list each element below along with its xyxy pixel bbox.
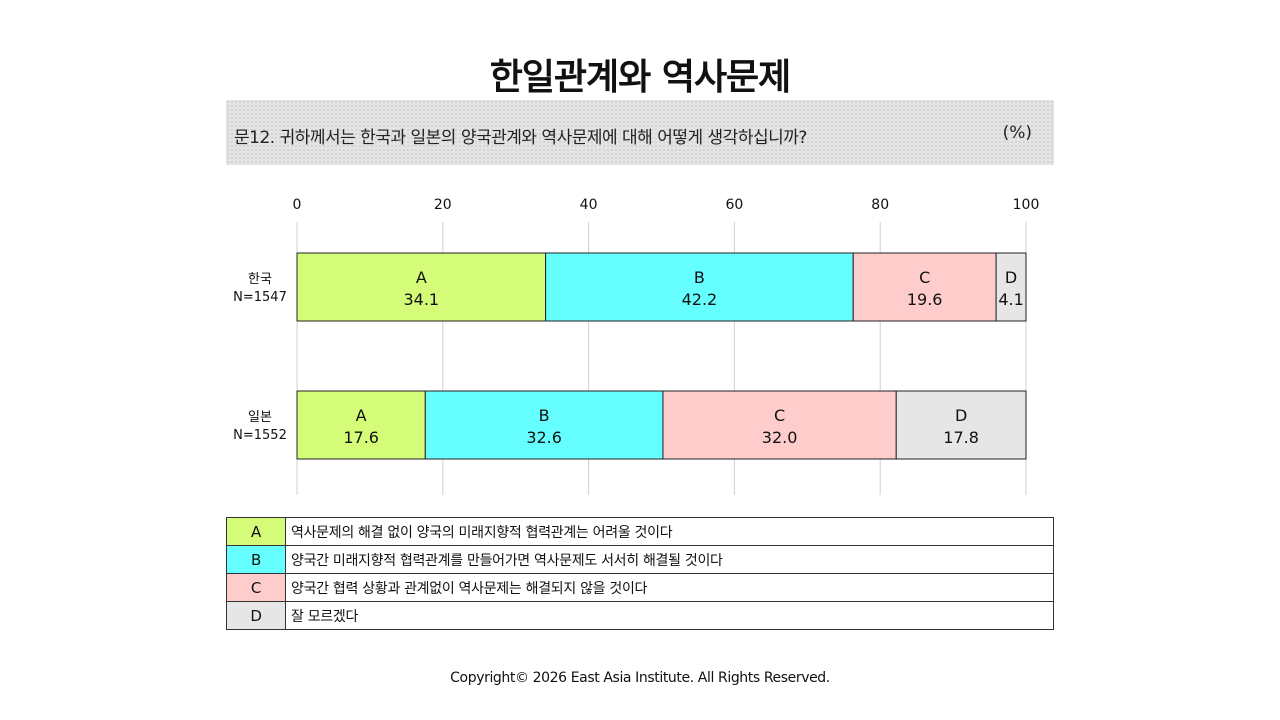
category-n-label: N=1552 — [233, 428, 287, 443]
category-label: 일본 — [248, 410, 272, 425]
segment-series-label: A — [416, 268, 427, 287]
x-tick-label: 40 — [580, 197, 598, 213]
segment-series-label: D — [1005, 268, 1017, 287]
bar-segment — [852, 252, 997, 322]
segment-value-label: 32.6 — [526, 428, 562, 447]
legend-text: 양국간 협력 상황과 관계없이 역사문제는 해결되지 않을 것이다 — [285, 573, 1054, 602]
legend-key: D — [226, 601, 286, 630]
segment-value-label: 34.1 — [403, 290, 439, 309]
legend-text: 역사문제의 해결 없이 양국의 미래지향적 협력관계는 어려울 것이다 — [285, 517, 1054, 546]
legend-text: 잘 모르겠다 — [285, 601, 1054, 630]
segment-series-label: D — [955, 406, 967, 425]
segment-series-label: B — [694, 268, 705, 287]
category-n-label: N=1547 — [233, 290, 287, 305]
segment-value-label: 19.6 — [907, 290, 943, 309]
bar-segment — [545, 252, 854, 322]
legend-row: D 잘 모르겠다 — [226, 601, 1054, 630]
segment-value-label: 32.0 — [762, 428, 798, 447]
x-tick-label: 20 — [434, 197, 452, 213]
segment-series-label: B — [539, 406, 550, 425]
legend-table: A 역사문제의 해결 없이 양국의 미래지향적 협력관계는 어려울 것이다 B … — [226, 517, 1054, 630]
x-tick-label: 80 — [871, 197, 889, 213]
legend-key: B — [226, 545, 286, 574]
segment-series-label: A — [356, 406, 367, 425]
bar-segment — [296, 252, 547, 322]
segment-value-label: 17.8 — [943, 428, 979, 447]
legend-row: A 역사문제의 해결 없이 양국의 미래지향적 협력관계는 어려울 것이다 — [226, 517, 1054, 546]
x-tick-label: 60 — [725, 197, 743, 213]
x-tick-label: 100 — [1013, 197, 1040, 213]
question-box: 문12. 귀하께서는 한국과 일본의 양국관계와 역사문제에 대해 어떻게 생각… — [226, 100, 1054, 165]
legend-row: B 양국간 미래지향적 협력관계를 만들어가면 역사문제도 서서히 해결될 것이… — [226, 545, 1054, 574]
x-tick-label: 0 — [293, 197, 302, 213]
question-text: 문12. 귀하께서는 한국과 일본의 양국관계와 역사문제에 대해 어떻게 생각… — [234, 128, 807, 148]
bar-segment — [662, 390, 897, 460]
segment-series-label: C — [774, 406, 785, 425]
bar-segment — [995, 252, 1027, 322]
segment-value-label: 17.6 — [343, 428, 379, 447]
bar-segment — [296, 390, 426, 460]
segment-series-label: C — [919, 268, 930, 287]
bar-segment — [424, 390, 664, 460]
page-title: 한일관계와 역사문제 — [489, 57, 792, 98]
legend-text: 양국간 미래지향적 협력관계를 만들어가면 역사문제도 서서히 해결될 것이다 — [285, 545, 1054, 574]
copyright-footer: Copyright© 2026 East Asia Institute. All… — [450, 670, 830, 686]
legend-row: C 양국간 협력 상황과 관계없이 역사문제는 해결되지 않을 것이다 — [226, 573, 1054, 602]
segment-value-label: 42.2 — [682, 290, 718, 309]
category-label: 한국 — [248, 272, 272, 287]
bar-segment — [895, 390, 1027, 460]
legend-key: A — [226, 517, 286, 546]
unit-label: (%) — [1002, 123, 1032, 143]
segment-value-label: 4.1 — [998, 290, 1023, 309]
legend-key: C — [226, 573, 286, 602]
